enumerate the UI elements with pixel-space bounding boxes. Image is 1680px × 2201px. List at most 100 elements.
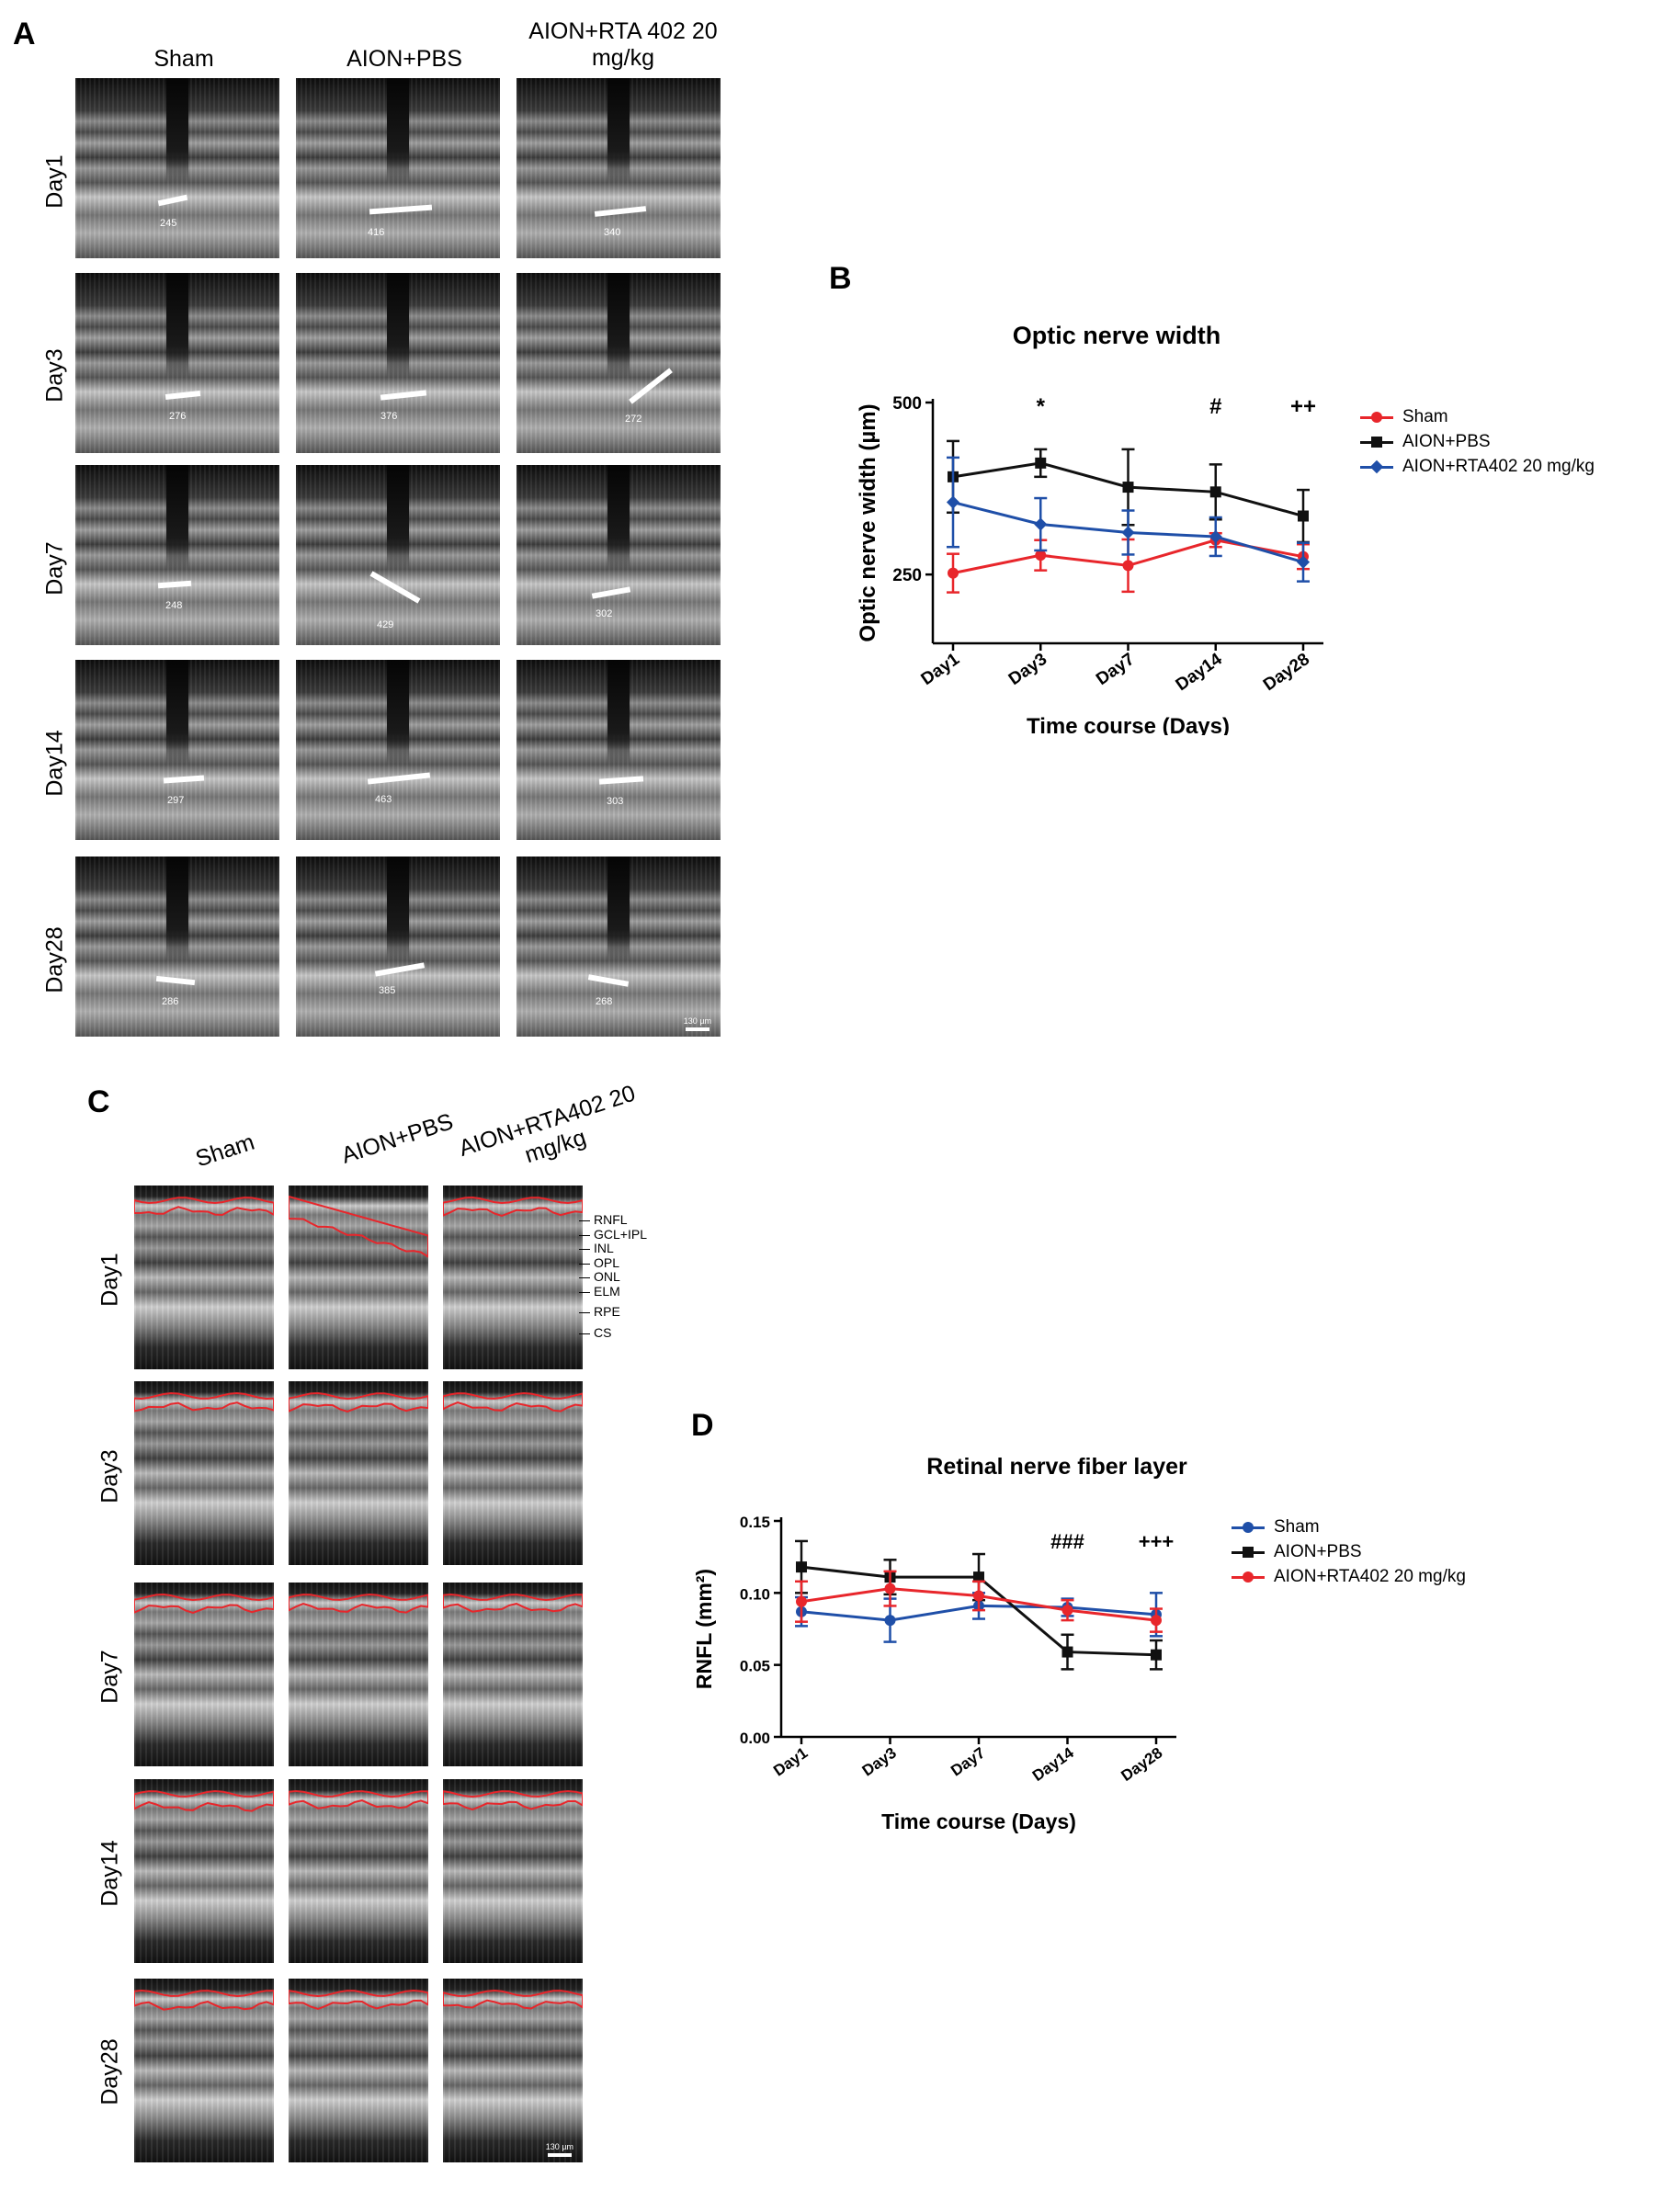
data-point [796, 1561, 807, 1573]
oct-retina-image [443, 1186, 583, 1369]
rnfl-outline [289, 1789, 428, 1810]
oct-retina-image [289, 1979, 428, 2162]
rnfl-outline [134, 1989, 274, 2011]
data-point [1151, 1649, 1162, 1661]
data-point [1209, 529, 1222, 544]
width-measure-value: 297 [167, 795, 185, 806]
rnfl-outline [289, 1195, 428, 1258]
oct-image: 416 [296, 78, 500, 258]
panel-c-row-label: Day7 [96, 1650, 123, 1704]
oct-retina-image [289, 1186, 428, 1369]
x-tick-label: Day1 [918, 650, 964, 690]
oct-retina-image [134, 1381, 274, 1565]
legend-item-sham: Sham [1360, 404, 1595, 429]
rnfl-chart: 0.00 0.05 0.10 0.15 Day1 Day3 Day7 Day14 Day28 Ti… [692, 1514, 1176, 1833]
y-tick-label: 500 [892, 394, 922, 414]
x-axis-label: Time course (Days) [881, 1810, 1076, 1833]
oct-retina-image [443, 1381, 583, 1565]
oct-retina-image [289, 1779, 428, 1963]
rnfl-outline [289, 1593, 428, 1614]
width-measure-line [157, 580, 192, 589]
width-measure-line [591, 586, 631, 599]
data-point [884, 1615, 896, 1627]
rnfl-outline [134, 1391, 274, 1412]
data-point [948, 567, 959, 579]
x-tick-label: Day7 [1093, 650, 1138, 689]
y-tick-label: 0.15 [740, 1514, 770, 1531]
width-measure-line [380, 390, 427, 401]
rnfl-outline [289, 1391, 428, 1412]
oct-image: 340 [516, 78, 721, 258]
width-measure-value: 463 [375, 794, 392, 805]
oct-retina-image [289, 1583, 428, 1766]
legend-item-rta-d: AION+RTA402 20 mg/kg [1232, 1564, 1466, 1589]
width-measure-line [369, 204, 433, 215]
oct-image: 303 [516, 660, 721, 840]
width-measure-value: 302 [596, 608, 613, 619]
panel-c-letter: C [87, 1084, 110, 1119]
data-point [1035, 550, 1047, 562]
oct-image: 276 [75, 273, 279, 453]
y-axis-label: Optic nerve width (µm) [856, 403, 880, 641]
x-tick-label: Day28 [1260, 650, 1313, 695]
rnfl-outline [443, 1196, 583, 1217]
panel-a-col-sham: Sham [153, 46, 214, 72]
oct-image: 385 [296, 857, 500, 1037]
oct-retina-image [289, 1381, 428, 1565]
oct-retina-image [134, 1583, 274, 1766]
data-point [1298, 510, 1309, 522]
oct-retina-image [443, 1779, 583, 1963]
width-measure-value: 385 [379, 985, 396, 996]
legend-label-rta: AION+RTA402 20 mg/kg [1402, 456, 1595, 476]
panel-c-row-label: Day3 [96, 1449, 123, 1503]
oct-image: 248 [75, 465, 279, 645]
width-measure-line [369, 571, 421, 604]
panel-a-row-label: Day7 [41, 541, 68, 596]
oct-retina-image [134, 1979, 274, 2162]
panel-b-letter: B [829, 261, 852, 296]
width-measure-value: 429 [377, 619, 394, 630]
panel-a-row-label: Day3 [41, 348, 68, 403]
oct-retina-image [443, 1583, 583, 1766]
legend-label-pbs: AION+PBS [1402, 431, 1491, 451]
rnfl-outline [134, 1197, 274, 1217]
significance-marker: ### [1050, 1530, 1084, 1553]
oct-image: 302 [516, 465, 721, 645]
data-point [1122, 482, 1134, 494]
rnfl-outline [443, 1789, 583, 1811]
data-point [1035, 457, 1047, 469]
x-tick-label: Day14 [1029, 1743, 1077, 1785]
panel-c-row-label: Day1 [96, 1253, 123, 1307]
rnfl-outline [134, 1593, 274, 1614]
x-tick-label: Day1 [770, 1744, 811, 1780]
panel-c-col-rta: AION+RTA402 20 mg/kg [455, 1080, 639, 1169]
panel-c-row-label: Day28 [96, 2038, 123, 2105]
oct-image: 286 [75, 857, 279, 1037]
oct-image: 268 130 µm [516, 857, 721, 1037]
width-measure-line [367, 772, 431, 785]
legend-item-rta: AION+RTA402 20 mg/kg [1360, 454, 1595, 479]
width-measure-value: 303 [607, 796, 624, 807]
scale-bar: 130 µm [684, 1016, 711, 1031]
optic-nerve-width-chart: 250 500 Day1 Day3 Day7 Day14 Day28 Time course … [856, 394, 1323, 735]
layer-label-onl: ONL [579, 1269, 647, 1285]
data-point [884, 1583, 896, 1594]
width-measure-value: 248 [165, 600, 183, 611]
panel-a-row-label: Day28 [41, 926, 68, 993]
panel-a-col-pbs: AION+PBS [346, 46, 462, 72]
legend-label-rta-d: AION+RTA402 20 mg/kg [1274, 1566, 1466, 1586]
width-measure-line [163, 775, 205, 784]
width-measure-line [587, 974, 630, 987]
y-axis-label: RNFL (mm²) [692, 1569, 716, 1689]
legend-item-pbs: AION+PBS [1360, 429, 1595, 454]
significance-marker: # [1209, 394, 1221, 419]
rnfl-outline [443, 1989, 583, 2010]
rnfl-outline [443, 1593, 583, 1613]
significance-marker: * [1037, 394, 1046, 419]
y-tick-label: 0.05 [740, 1658, 770, 1675]
scale-bar: 130 µm [546, 2142, 573, 2157]
oct-image: 376 [296, 273, 500, 453]
legend-label-pbs-d: AION+PBS [1274, 1541, 1362, 1561]
layer-label-rpe: RPE [579, 1304, 647, 1320]
data-point [1034, 517, 1048, 531]
